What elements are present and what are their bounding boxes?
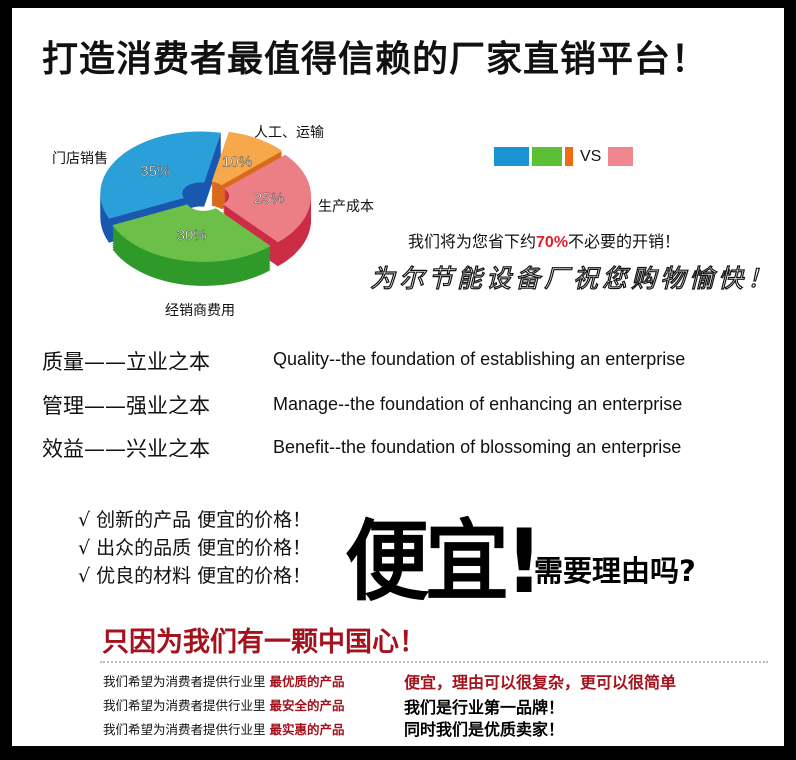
savings-after: 不必要的开销！ — [568, 232, 681, 251]
cost-pie-chart: 10% 25% 30% 35% — [100, 131, 312, 286]
pie-label-labor: 人工、运输 — [254, 125, 324, 141]
advertisement-poster: 打造消费者最值得信赖的厂家直销平台！ 10% 25% 30% 35% 门店销售 人工、… — [12, 8, 784, 746]
pie-value-label: 10% — [222, 153, 252, 170]
legend-vs: VS — [580, 147, 602, 165]
comparison-legend: VS — [494, 147, 634, 166]
motto-cn: 质量——立业之本 — [42, 350, 210, 374]
motto-cn: 效益——兴业之本 — [42, 437, 210, 461]
promise-highlight: 最实惠的产品 — [269, 722, 345, 737]
claim-text: 便宜，理由可以很复杂，更可以很简单 — [404, 673, 677, 692]
motto-en: Benefit--the foundation of blossoming an… — [273, 437, 682, 457]
check-item: √ 优良的材料 便宜的价格！ — [78, 565, 312, 587]
pie-slice — [100, 131, 222, 219]
motto-en: Manage--the foundation of enhancing an e… — [273, 394, 683, 414]
motto-cn: 管理——强业之本 — [42, 394, 210, 418]
reason-question: 需要理由吗? — [534, 554, 696, 588]
pie-value-label: 30% — [177, 227, 207, 244]
legend-swatch-orange — [565, 147, 573, 166]
claim-text: 同时我们是优质卖家！ — [404, 720, 565, 739]
promise-highlight: 最安全的产品 — [269, 698, 345, 713]
pie-slice — [112, 204, 271, 262]
claim-text: 我们是行业第一品牌！ — [404, 698, 565, 717]
promise-text: 我们希望为消费者提供行业里 — [103, 674, 270, 689]
promise-text: 我们希望为消费者提供行业里 — [103, 698, 270, 713]
promise-text: 我们希望为消费者提供行业里 — [103, 722, 270, 737]
motto-en: Quality--the foundation of establishing … — [273, 349, 686, 369]
china-heart-slogan: 只因为我们有一颗中国心！ — [102, 627, 426, 658]
legend-swatch-green — [532, 147, 562, 166]
promise-row: 我们希望为消费者提供行业里 最优质的产品 — [103, 671, 345, 690]
legend-swatch-blue — [494, 147, 529, 166]
pie-slice — [223, 154, 312, 243]
pie-label-dealer: 经销商费用 — [165, 303, 235, 319]
promise-row: 我们希望为消费者提供行业里 最安全的产品 — [103, 695, 345, 714]
promise-row: 我们希望为消费者提供行业里 最实惠的产品 — [103, 719, 345, 738]
headline: 打造消费者最值得信赖的厂家直销平台！ — [42, 39, 709, 80]
pie-label-production: 生产成本 — [318, 199, 374, 215]
check-item: √ 创新的产品 便宜的价格！ — [78, 509, 312, 531]
pie-value-label: 35% — [140, 163, 170, 180]
legend-swatch-pink — [608, 147, 634, 166]
dotted-divider — [100, 661, 768, 663]
check-item: √ 出众的品质 便宜的价格！ — [78, 537, 312, 559]
pie-value-label: 25% — [254, 190, 284, 207]
cheap-headline: 便宜! — [345, 509, 543, 613]
promise-highlight: 最优质的产品 — [269, 674, 345, 689]
pie-label-store: 门店销售 — [52, 151, 108, 167]
greeting-text: 为尔节能设备厂祝您购物愉快！ — [369, 263, 777, 293]
savings-text: 我们将为您省下约70%不必要的开销！ — [408, 228, 680, 252]
savings-percent: 70% — [536, 234, 569, 251]
pie-slice — [211, 131, 283, 186]
savings-before: 我们将为您省下约 — [408, 232, 537, 251]
